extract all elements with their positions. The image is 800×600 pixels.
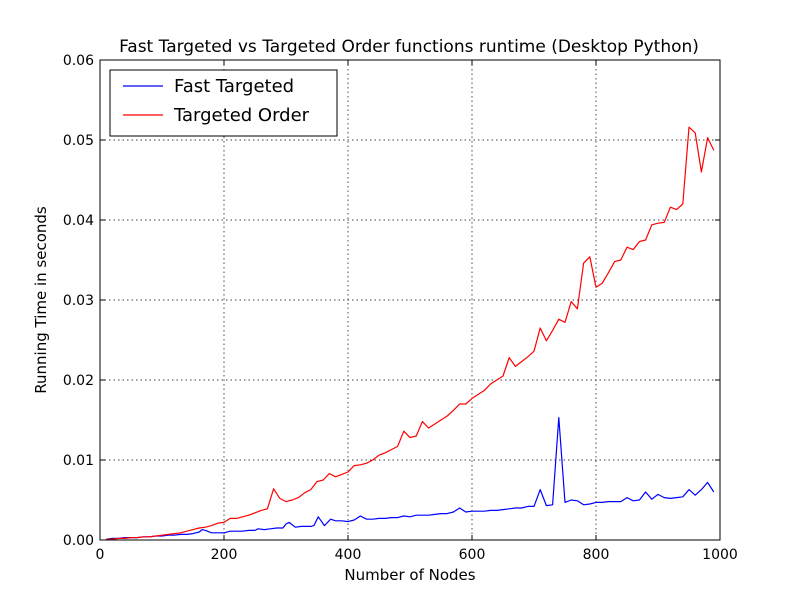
x-tick-label: 600 xyxy=(459,547,486,563)
axis-ticks: 0 200 400 600 800 1000 0.00 0.01 0.02 0.03 0.04 0.0… xyxy=(63,53,738,563)
legend: Fast Targeted Targeted Order xyxy=(109,69,338,137)
legend-box xyxy=(109,69,338,137)
y-tick-label: 0.01 xyxy=(63,453,94,469)
series-line-targeted-order xyxy=(106,126,715,540)
series-line-fast-targeted xyxy=(106,417,715,540)
y-tick-label: 0.03 xyxy=(63,293,94,309)
x-tick-label: 800 xyxy=(583,547,610,563)
series-layer xyxy=(106,126,715,540)
y-tick-label: 0.06 xyxy=(63,53,94,69)
x-tick-label: 400 xyxy=(335,547,362,563)
x-tick-label: 200 xyxy=(211,547,238,563)
grid xyxy=(100,60,720,540)
x-tick-label: 1000 xyxy=(702,547,738,563)
chart-title: Fast Targeted vs Targeted Order function… xyxy=(119,37,699,57)
legend-label-targeted-order: Targeted Order xyxy=(173,105,310,126)
y-tick-label: 0.04 xyxy=(63,213,94,229)
x-tick-label: 0 xyxy=(96,547,105,563)
y-tick-label: 0.02 xyxy=(63,373,94,389)
legend-label-fast-targeted: Fast Targeted xyxy=(174,76,294,97)
x-axis-label: Number of Nodes xyxy=(344,566,475,584)
y-tick-label: 0.00 xyxy=(63,533,94,549)
y-axis-label: Running Time in seconds xyxy=(32,206,50,394)
y-tick-label: 0.05 xyxy=(63,133,94,149)
